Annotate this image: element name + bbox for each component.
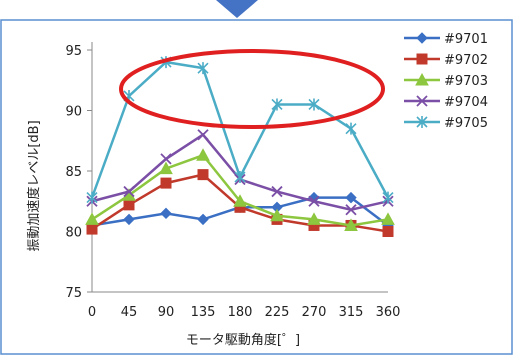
- y-tick-label: 75: [65, 286, 82, 301]
- data-point: [197, 62, 209, 75]
- legend-label: #9701: [444, 32, 488, 47]
- data-point: [160, 177, 172, 189]
- x-tick-label: 45: [121, 305, 138, 320]
- data-point: [382, 191, 394, 204]
- axes-group: 75 80 85 90 95 0 45 90 135 180 225 270 315 360: [65, 42, 400, 320]
- data-point: [86, 223, 98, 235]
- data-point: [271, 185, 283, 198]
- data-point: [345, 204, 357, 216]
- data-point: [197, 129, 209, 141]
- data-point: [160, 207, 172, 220]
- legend-item: #9702: [404, 53, 488, 68]
- y-axis-title: 振動加速度レベル[dB]: [26, 120, 42, 251]
- legend-swatch-marker: [416, 32, 428, 44]
- data-point: [344, 218, 358, 231]
- x-axis-title: モータ駆動角度[゜]: [186, 332, 300, 348]
- data-point: [86, 191, 98, 204]
- data-point: [196, 148, 210, 161]
- legend-item: #9703: [404, 72, 488, 89]
- data-point: [382, 226, 394, 237]
- data-point: [197, 213, 209, 226]
- legend-label: #9704: [444, 95, 488, 110]
- y-tick-label: 85: [65, 165, 82, 180]
- legend-item: #9705: [404, 116, 488, 131]
- data-point: [197, 169, 209, 181]
- legend-swatch-marker: [416, 95, 428, 107]
- data-point: [234, 171, 246, 184]
- data-point: [270, 208, 284, 222]
- x-tick-label: 180: [228, 305, 253, 320]
- data-point: [85, 212, 99, 225]
- data-point: [271, 98, 283, 111]
- x-tick-label: 360: [376, 305, 401, 320]
- x-tick-label: 0: [88, 305, 96, 320]
- series-4: [86, 56, 394, 204]
- legend-swatch-marker: [416, 116, 428, 128]
- data-point: [160, 153, 172, 165]
- y-tick-label: 95: [65, 44, 82, 59]
- legend-label: #9702: [444, 53, 488, 68]
- legend-item: #9701: [404, 32, 488, 47]
- chart-border: [0, 19, 513, 355]
- data-point: [233, 194, 247, 207]
- x-tick-label: 270: [302, 305, 327, 320]
- legend-swatch-marker: [415, 72, 429, 86]
- series-2: [85, 148, 395, 231]
- series-3: [86, 129, 394, 216]
- series-layer: [85, 56, 395, 237]
- data-point: [123, 185, 135, 198]
- x-tick-label: 135: [191, 305, 216, 320]
- data-point: [308, 195, 320, 207]
- legend: #9701 #9702 #9703 #9704 #9705: [404, 32, 488, 131]
- x-tick-label: 225: [265, 305, 290, 320]
- x-tick-label: 315: [339, 305, 364, 320]
- y-tick-label: 80: [65, 226, 82, 241]
- data-point: [159, 161, 173, 175]
- data-point: [345, 191, 357, 204]
- x-tick-label: 90: [158, 305, 175, 320]
- data-point: [345, 122, 357, 135]
- legend-item: #9704: [404, 95, 488, 110]
- data-point: [308, 98, 320, 111]
- highlight-ellipse: [119, 49, 385, 129]
- data-point: [307, 212, 321, 225]
- data-point: [123, 199, 135, 211]
- data-point: [123, 213, 135, 226]
- series-line: [91, 153, 389, 227]
- data-point: [381, 212, 395, 225]
- legend-label: #9703: [444, 74, 488, 89]
- top-arrow-decoration: [216, 0, 258, 18]
- legend-swatch-marker: [416, 53, 428, 65]
- legend-label: #9705: [444, 116, 488, 131]
- y-tick-label: 90: [65, 105, 82, 120]
